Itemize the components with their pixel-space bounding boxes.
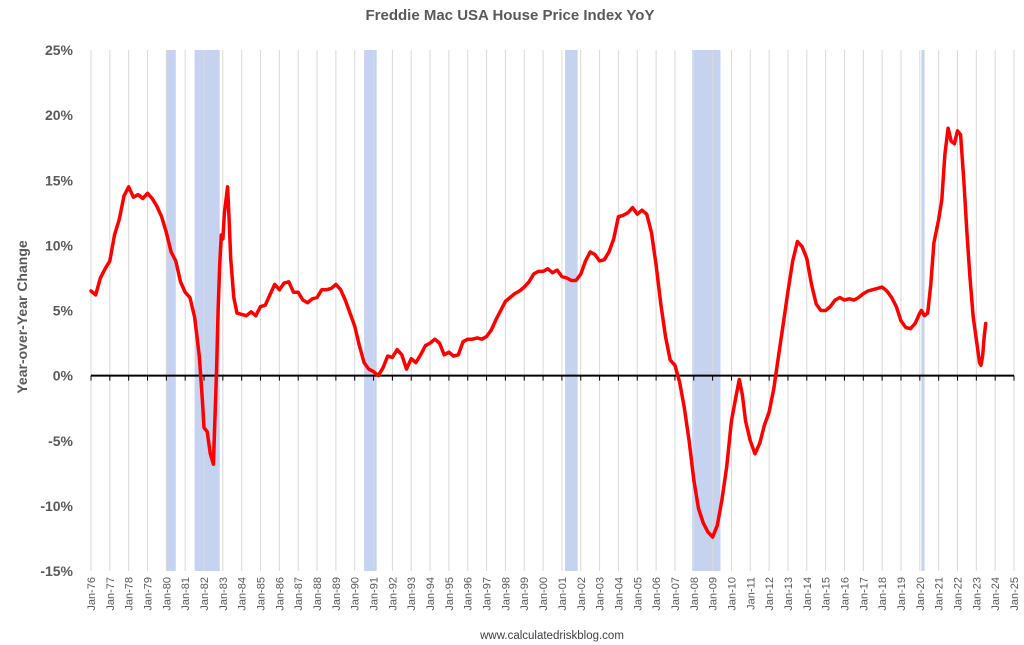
x-tick-label: Jan-04 [613, 577, 625, 611]
x-tick-label: Jan-03 [595, 577, 607, 611]
x-tick-label: Jan-86 [274, 577, 286, 611]
x-tick-label: Jan-80 [161, 577, 173, 611]
x-tick-label: Jan-96 [463, 577, 475, 611]
x-tick-label: Jan-88 [312, 577, 324, 611]
y-tick-label: 20% [45, 107, 74, 123]
x-tick-label: Jan-18 [877, 577, 889, 611]
x-tick-label: Jan-97 [482, 577, 494, 611]
y-tick-label: -15% [40, 563, 73, 579]
y-tick-label: 10% [45, 237, 74, 253]
y-tick-label: -5% [48, 433, 73, 449]
x-tick-label: Jan-12 [764, 577, 776, 611]
y-tick-label: 15% [45, 172, 74, 188]
y-tick-label: -10% [40, 498, 73, 514]
x-tick-label: Jan-02 [576, 577, 588, 611]
vertical-gridlines [90, 50, 1015, 571]
x-tick-label: Jan-11 [745, 577, 757, 610]
x-tick-label: Jan-87 [293, 577, 305, 611]
chart-title: Freddie Mac USA House Price Index YoY [366, 7, 655, 24]
x-tick-label: Jan-98 [500, 577, 512, 611]
x-tick-label: Jan-90 [350, 577, 362, 611]
x-tick-label: Jan-00 [538, 577, 550, 611]
x-tick-label: Jan-83 [218, 577, 230, 611]
x-tick-label: Jan-93 [406, 577, 418, 611]
source-credit: www.calculatedriskblog.com [479, 630, 624, 642]
x-tick-label: Jan-20 [915, 577, 927, 611]
y-tick-label: 5% [53, 303, 74, 319]
x-tick-label: Jan-08 [689, 577, 701, 611]
x-axis-ticks: Jan-76 Jan-77 Jan-78 Jan-79 Jan-80 Jan-81 Jan-… [86, 577, 1021, 611]
x-tick-label: Jan-24 [990, 577, 1002, 611]
x-tick-label: Jan-01 [557, 577, 569, 611]
x-tick-label: Jan-10 [726, 577, 738, 611]
x-tick-label: Jan-89 [331, 577, 343, 611]
x-tick-label: Jan-81 [180, 577, 192, 611]
x-tick-label: Jan-94 [425, 577, 437, 611]
x-tick-label: Jan-95 [444, 577, 456, 611]
x-tick-label: Jan-82 [199, 577, 211, 611]
x-tick-label: Jan-99 [519, 577, 531, 611]
x-tick-label: Jan-21 [934, 577, 946, 611]
x-tick-label: Jan-09 [708, 577, 720, 611]
x-tick-label: Jan-85 [256, 577, 268, 611]
x-tick-label: Jan-07 [670, 577, 682, 611]
x-tick-label: Jan-15 [821, 577, 833, 611]
series-line [89, 126, 988, 539]
x-tick-label: Jan-77 [105, 577, 117, 611]
x-tick-label: Jan-79 [143, 577, 155, 611]
x-tick-label: Jan-22 [952, 577, 964, 611]
x-tick-label: Jan-16 [839, 577, 851, 611]
x-tick-label: Jan-92 [387, 577, 399, 611]
x-tick-label: Jan-19 [896, 577, 908, 611]
y-axis-ticks: -15% -10% -5% 0% 5% 10% 15% 20% 25% [40, 42, 73, 579]
x-tick-label: Jan-76 [86, 577, 98, 611]
series-group [89, 126, 988, 539]
x-tick-label: Jan-91 [369, 577, 381, 611]
x-tick-label: Jan-14 [802, 577, 814, 611]
x-tick-label: Jan-06 [651, 577, 663, 611]
x-tick-label: Jan-17 [858, 577, 870, 611]
recession-bands [166, 50, 925, 571]
y-axis-label: Year-over-Year Change [14, 240, 30, 394]
x-tick-label: Jan-84 [237, 577, 249, 611]
x-tick-label: Jan-25 [1009, 577, 1021, 611]
zero-axis [90, 374, 1015, 381]
recession-band [194, 50, 220, 571]
x-tick-label: Jan-05 [632, 577, 644, 611]
recession-band [166, 50, 176, 571]
x-tick-label: Jan-78 [124, 577, 136, 611]
x-tick-label: Jan-13 [783, 577, 795, 611]
x-tick-label: Jan-23 [971, 577, 983, 611]
recession-band [364, 50, 377, 571]
y-tick-label: 0% [53, 368, 74, 384]
y-tick-label: 25% [45, 42, 74, 58]
recession-band [565, 50, 578, 571]
recession-band [692, 50, 721, 571]
